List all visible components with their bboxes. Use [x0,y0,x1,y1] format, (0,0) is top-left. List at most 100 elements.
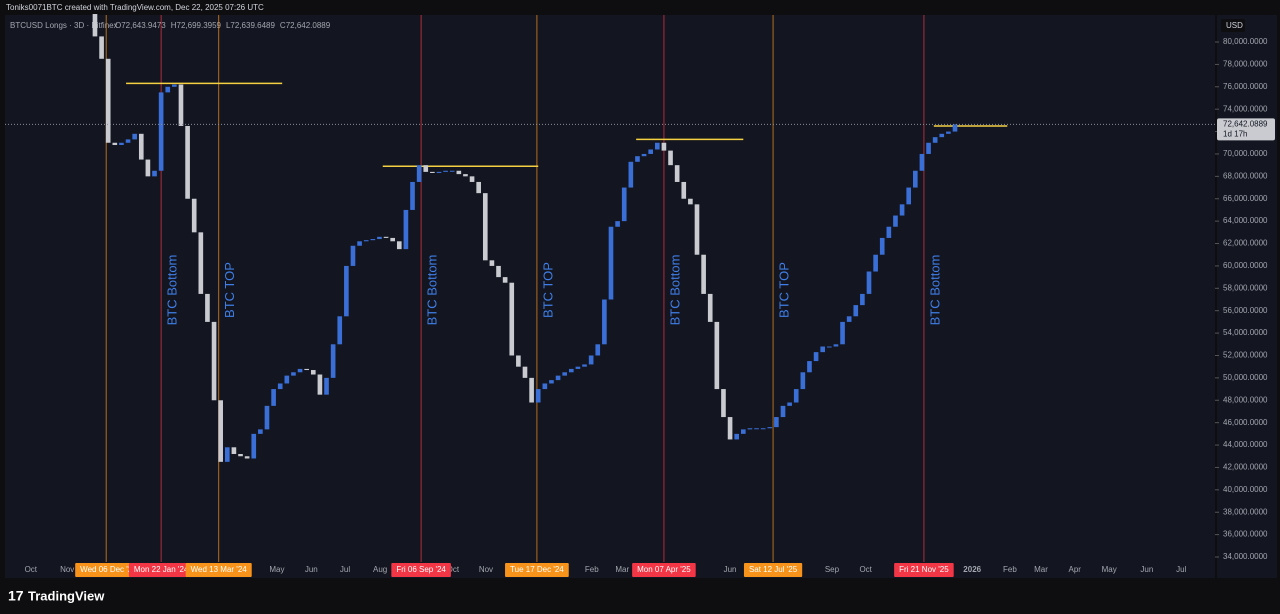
candle [952,124,958,132]
candle [224,447,230,462]
candle [555,375,561,381]
candle [304,368,309,371]
candle [251,433,257,459]
y-tick-label: 56,000.0000 [1223,306,1268,315]
x-tick-label: Jun [1140,565,1153,574]
event-note: BTC Bottom [927,255,942,326]
x-tick-label: Nov [60,565,74,574]
event-note: BTC TOP [777,262,792,318]
y-tick-label: 78,000.0000 [1223,60,1268,69]
y-tick-label: 58,000.0000 [1223,283,1268,292]
candle [383,236,389,238]
event-date: Wed 13 Mar '24 [191,565,248,574]
x-tick-label: May [1102,565,1117,574]
candle [846,316,852,322]
candle [734,433,740,440]
candle [482,193,488,261]
candle [893,215,898,227]
candle [456,170,462,175]
y-tick-label: 52,000.0000 [1223,351,1268,360]
event-marker: Fri 21 Nov '25 [894,563,954,577]
event-date: Tue 17 Dec '24 [510,565,564,574]
event-date: Sat 12 Jul '25 [749,565,798,574]
candle [740,429,746,434]
candle [502,277,508,283]
candle [449,170,455,172]
candle [443,170,448,172]
candle [602,299,607,345]
event-box [128,563,194,577]
last-price-box [1217,118,1275,141]
candle [185,125,190,199]
candle [258,429,263,434]
candle [588,355,594,365]
event-box [894,563,954,577]
event-box [391,563,451,577]
y-tick-label: 54,000.0000 [1223,328,1268,337]
candle [793,389,799,403]
x-tick-label: Nov [479,565,493,574]
event-marker: Wed 06 Dec '2 [75,563,138,577]
logo-icon: 17 [8,588,24,604]
candle [906,187,912,205]
candle [932,137,938,143]
candle [436,171,442,173]
x-tick-label: Jun [724,565,737,574]
y-tick-label: 74,000.0000 [1223,104,1268,113]
currency-box [1221,19,1245,32]
y-tick-label: 38,000.0000 [1223,507,1268,516]
candle [648,149,654,154]
candle [681,181,687,199]
y-tick-label: 40,000.0000 [1223,485,1268,494]
event-box [632,563,696,577]
y-tick-label: 34,000.0000 [1223,552,1268,561]
candle [767,427,773,429]
candle [582,364,587,367]
candle [800,372,806,390]
candle [105,58,111,143]
y-tick-label: 76,000.0000 [1223,82,1268,91]
event-note: BTC Bottom [165,255,180,326]
candle [337,316,343,345]
price-axis [1217,15,1277,578]
candle [760,428,766,430]
event-box [743,563,803,577]
candle [430,171,435,173]
event-date: Fri 06 Sep '24 [396,565,446,574]
candle [674,165,680,182]
candle [575,366,581,369]
candle [244,456,250,459]
candle [826,346,832,348]
candle [463,174,468,177]
candle [926,142,931,154]
candle [787,402,792,406]
candle [522,366,528,378]
candle [668,150,673,166]
event-box [75,563,138,577]
candle [238,454,243,457]
candle [568,368,574,373]
candle [370,239,376,241]
y-tick-label: 64,000.0000 [1223,216,1268,225]
candle [178,84,184,126]
x-tick-label: Sep [825,565,840,574]
candle [317,374,323,395]
candle [780,405,786,418]
candle [172,84,177,87]
y-tick-label: 66,000.0000 [1223,194,1268,203]
candle [721,389,726,418]
ohlc-value: O72,643.9473 [115,21,166,30]
x-tick-label: May [269,565,284,574]
candle [145,159,151,177]
x-tick-label: Aug [373,565,387,574]
ohlc-value: C72,642.0889 [280,21,331,30]
candle [714,321,720,390]
candle [330,344,336,378]
candle [198,232,204,294]
y-tick-label: 80,000.0000 [1223,37,1268,46]
candle [344,265,349,317]
x-tick-label: Oct [447,565,460,574]
candle [939,133,945,138]
y-tick-label: 60,000.0000 [1223,261,1268,270]
